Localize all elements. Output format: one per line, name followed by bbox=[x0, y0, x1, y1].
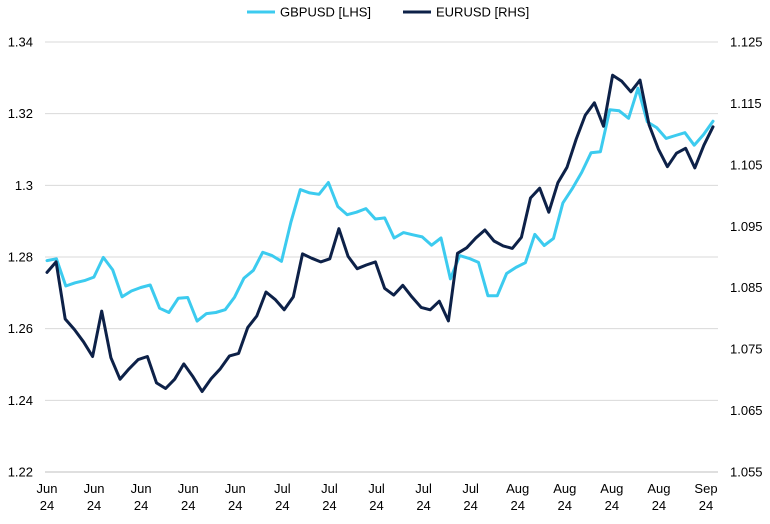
gridlines bbox=[45, 41, 718, 473]
x-tick-label: Aug bbox=[553, 481, 576, 496]
x-tick-label: Aug bbox=[647, 481, 670, 496]
series bbox=[45, 73, 715, 393]
y-left-tick-label: 1.24 bbox=[8, 393, 33, 408]
y-right-tick-label: 1.055 bbox=[730, 465, 763, 480]
x-tick-label: 24 bbox=[322, 498, 336, 513]
legend: GBPUSD [LHS] EURUSD [RHS] bbox=[247, 5, 529, 20]
x-tick-label: Jul bbox=[462, 481, 479, 496]
x-tick-label: Aug bbox=[506, 481, 529, 496]
x-tick-label: Jul bbox=[274, 481, 291, 496]
x-tick-label: Sep bbox=[694, 481, 717, 496]
x-tick-label: Jul bbox=[368, 481, 385, 496]
y-right-tick-label: 1.085 bbox=[730, 280, 763, 295]
x-tick-label: 24 bbox=[699, 498, 713, 513]
legend-label: EURUSD [RHS] bbox=[436, 5, 529, 20]
y-axis-left: 1.22 1.24 1.26 1.28 1.3 1.32 1.34 bbox=[8, 35, 33, 480]
x-tick-label: 24 bbox=[652, 498, 666, 513]
legend-label: GBPUSD [LHS] bbox=[280, 5, 371, 20]
y-left-tick-label: 1.34 bbox=[8, 35, 33, 50]
y-left-tick-label: 1.22 bbox=[8, 465, 33, 480]
x-tick-label: 24 bbox=[558, 498, 572, 513]
x-tick-label: 24 bbox=[181, 498, 195, 513]
y-left-tick-label: 1.32 bbox=[8, 106, 33, 121]
y-left-tick-label: 1.28 bbox=[8, 250, 33, 265]
x-tick-label: 24 bbox=[369, 498, 383, 513]
x-tick-label: 24 bbox=[134, 498, 148, 513]
x-tick-label: Jun bbox=[178, 481, 199, 496]
x-tick-label: Jun bbox=[131, 481, 152, 496]
x-tick-label: 24 bbox=[605, 498, 619, 513]
x-axis: Jun 24 Jun 24 Jun 24 Jun 24 Jun 24 Jul 24 Jul 24 Jul 24… bbox=[37, 481, 718, 513]
y-axis-right: 1.055 1.065 1.075 1.085 1.095 1.105 1.115 1.125 bbox=[730, 35, 763, 480]
x-tick-label: 24 bbox=[87, 498, 101, 513]
series-line-gbpusd bbox=[45, 86, 715, 323]
series-line-eurusd bbox=[45, 73, 715, 393]
x-tick-label: 24 bbox=[275, 498, 289, 513]
x-tick-label: Jun bbox=[225, 481, 246, 496]
y-left-tick-label: 1.3 bbox=[15, 178, 33, 193]
y-right-tick-label: 1.075 bbox=[730, 342, 763, 357]
x-tick-label: 24 bbox=[463, 498, 477, 513]
x-tick-label: Jun bbox=[37, 481, 58, 496]
x-tick-label: Jul bbox=[321, 481, 338, 496]
x-tick-label: 24 bbox=[416, 498, 430, 513]
x-tick-label: Jun bbox=[84, 481, 105, 496]
x-tick-label: Aug bbox=[600, 481, 623, 496]
y-right-tick-label: 1.065 bbox=[730, 403, 763, 418]
x-tick-label: 24 bbox=[40, 498, 54, 513]
x-tick-label: 24 bbox=[228, 498, 242, 513]
y-right-tick-label: 1.095 bbox=[730, 219, 763, 234]
y-right-tick-label: 1.105 bbox=[730, 157, 763, 172]
x-tick-label: Jul bbox=[415, 481, 432, 496]
y-right-tick-label: 1.115 bbox=[730, 96, 762, 111]
x-tick-label: 24 bbox=[510, 498, 524, 513]
y-right-tick-label: 1.125 bbox=[730, 35, 763, 50]
y-left-tick-label: 1.26 bbox=[8, 321, 33, 336]
